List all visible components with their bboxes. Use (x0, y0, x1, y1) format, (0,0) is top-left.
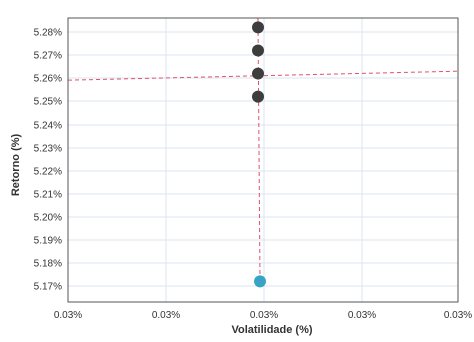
y-tick-label: 5.24% (34, 121, 62, 132)
x-tick-label: 0.03% (250, 310, 278, 321)
x-tick-label: 0.03% (348, 310, 376, 321)
data-point-3 (252, 90, 264, 103)
data-point-4 (254, 275, 266, 288)
y-tick-label: 5.23% (34, 144, 62, 155)
y-axis-ticks: 5.17% 5.18% 5.19% 5.20% 5.21% 5.22% 5.23% 5.24%… (34, 28, 62, 293)
x-axis-title: Volatilidade (%) (231, 324, 312, 336)
y-tick-label: 5.20% (34, 213, 62, 224)
y-tick-label: 5.18% (34, 259, 62, 270)
y-tick-label: 5.27% (34, 51, 62, 62)
x-tick-label: 0.03% (444, 310, 472, 321)
data-point-1 (252, 44, 264, 57)
y-tick-label: 5.28% (34, 28, 62, 39)
plot-area (67, 17, 459, 303)
data-point-2 (252, 67, 264, 80)
y-axis-title: Retorno (%) (10, 134, 22, 197)
y-tick-label: 5.19% (34, 236, 62, 247)
reference-line-vertical (257, 17, 261, 282)
y-tick-label: 5.22% (34, 167, 62, 178)
x-tick-label: 0.03% (152, 310, 180, 321)
y-tick-label: 5.26% (34, 74, 62, 85)
y-tick-label: 5.21% (34, 190, 62, 201)
grid (67, 18, 459, 302)
data-point-0 (252, 21, 264, 34)
x-tick-label: 0.03% (54, 310, 82, 321)
y-tick-label: 5.17% (34, 282, 62, 293)
x-axis-ticks: 0.03% 0.03% 0.03% 0.03% 0.03% (54, 310, 472, 321)
reference-line-horizontal (67, 70, 459, 81)
reference-lines (67, 17, 459, 282)
data-points (252, 21, 266, 288)
y-tick-label: 5.25% (34, 97, 62, 108)
